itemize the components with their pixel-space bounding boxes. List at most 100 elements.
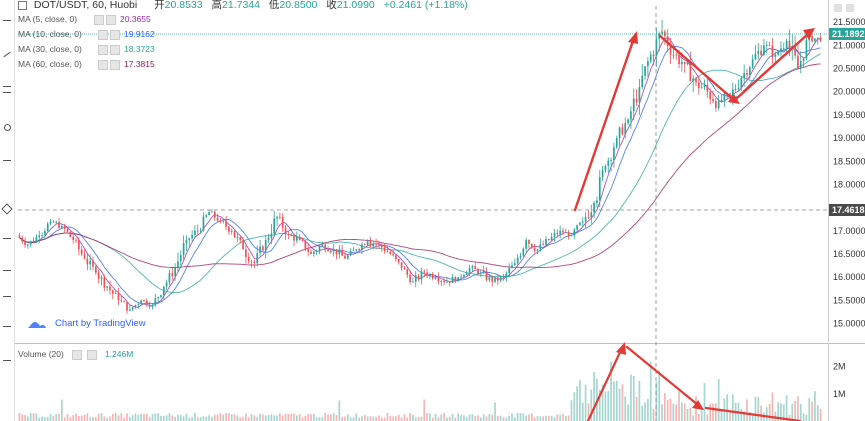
candle-body — [24, 241, 26, 246]
volume-bar — [134, 413, 137, 421]
candle-body — [624, 123, 627, 135]
candle-body — [556, 233, 559, 235]
candle-body — [75, 240, 77, 241]
arrow-head-up-2 — [803, 28, 815, 40]
volume-bar — [312, 413, 315, 421]
eye-tool-icon[interactable] — [3, 326, 11, 327]
volume-bar — [202, 416, 205, 421]
indicator-row[interactable]: MA (10, close, 0) 19.9162 — [18, 27, 168, 42]
candle-body — [434, 277, 437, 279]
volume-bar — [145, 413, 148, 421]
magnet-tool-icon[interactable] — [3, 270, 11, 271]
collapse-icon[interactable] — [18, 0, 27, 10]
indicator-close-icon[interactable] — [106, 15, 116, 25]
candle-body — [596, 200, 598, 203]
volume-bar — [814, 391, 816, 421]
candle-body — [332, 249, 335, 252]
volume-close-icon[interactable] — [86, 349, 97, 360]
volume-bar — [281, 415, 284, 421]
indicator-settings-icon[interactable] — [98, 30, 108, 40]
watermark-text: Chart by TradingView — [55, 318, 146, 329]
candle-body — [103, 277, 106, 288]
price-axis[interactable]: 21.5000 21.0000 20.5000 20.0000 19.5000 19.00… — [833, 17, 865, 328]
volume-bar — [137, 414, 140, 421]
drawing-toolbar[interactable] — [0, 0, 15, 421]
candle-body — [284, 227, 287, 235]
text-tool-icon[interactable] — [3, 160, 11, 161]
volume-bar — [97, 413, 100, 421]
volume-bar — [329, 414, 332, 421]
candle-body — [165, 282, 168, 287]
candle-body — [162, 286, 165, 296]
volume-bar — [78, 415, 80, 421]
candle-body — [386, 251, 389, 253]
last-price-badge-bg — [829, 28, 865, 40]
candle-body — [264, 240, 267, 251]
candle-body — [403, 267, 406, 270]
volume-bar — [440, 414, 443, 421]
volume-bar — [165, 415, 168, 421]
volume-bar — [553, 417, 556, 421]
candle-body — [471, 266, 474, 268]
candle-body — [675, 54, 678, 56]
volume-axis[interactable]: 2M 1M — [833, 362, 846, 399]
candle-body — [279, 216, 281, 218]
symbol-line[interactable]: DOT/USDT, 60, Huobi — [33, 0, 138, 11]
candle-body — [714, 101, 717, 108]
indicator-row[interactable]: MA (5, close, 0) 20.3655 — [18, 12, 168, 27]
volume-bar — [423, 399, 426, 421]
candle-body — [358, 249, 360, 251]
candle-body — [375, 243, 377, 245]
trash-tool-icon[interactable] — [3, 360, 11, 361]
lock-tool-icon[interactable] — [3, 296, 11, 297]
candle-body — [661, 31, 663, 34]
volume-settings-icon[interactable] — [72, 349, 83, 360]
measure-tool-icon[interactable] — [1, 203, 13, 215]
volume-legend[interactable]: Volume (20) 1.246M — [18, 349, 133, 360]
ma-60-line — [19, 63, 821, 268]
indicator-settings-icon[interactable] — [94, 15, 104, 25]
candle-body — [780, 48, 782, 52]
chart-top-icons[interactable] — [834, 4, 854, 12]
volume-bar — [729, 412, 731, 421]
volume-bar — [341, 416, 343, 421]
candle-body — [754, 53, 757, 60]
candle-body — [630, 111, 632, 120]
volume-bar — [746, 399, 748, 421]
indicator-close-icon[interactable] — [110, 60, 120, 70]
indicator-row[interactable]: MA (60, close, 0) 17.3815 — [18, 57, 168, 72]
volume-bar — [675, 404, 678, 421]
fib-tool-icon[interactable] — [3, 86, 11, 93]
tradingview-watermark[interactable]: Chart by TradingView — [28, 318, 146, 329]
zoom-tool-icon[interactable] — [3, 238, 11, 239]
candle-body — [58, 222, 60, 228]
candle-body — [21, 237, 24, 242]
indicator-close-icon[interactable] — [110, 30, 120, 40]
indicator-settings-icon[interactable] — [98, 60, 108, 70]
volume-bar — [604, 391, 607, 421]
chart-fullscreen-icon[interactable] — [846, 4, 854, 12]
chart-settings-icon[interactable] — [834, 4, 842, 12]
indicator-settings-icon[interactable] — [98, 45, 108, 55]
pattern-tool-icon[interactable] — [4, 124, 11, 131]
indicator-value: 18.3723 — [124, 44, 155, 54]
indicator-close-icon[interactable] — [110, 45, 120, 55]
candle-body — [233, 230, 236, 238]
candle-body — [366, 240, 369, 246]
trendline-tool-icon[interactable] — [3, 51, 11, 58]
volume-bar — [480, 417, 482, 421]
candle-body — [341, 249, 343, 256]
candle-body — [692, 78, 695, 82]
candle-body — [151, 304, 154, 307]
candle-body — [128, 309, 131, 311]
price-tick-label: 18.0000 — [833, 179, 865, 189]
volume-bar — [477, 415, 479, 421]
indicator-row[interactable]: MA (30, close, 0) 18.3723 — [18, 42, 168, 57]
volume-bar — [598, 389, 601, 421]
crosshair-tool-icon[interactable] — [3, 20, 11, 21]
volume-bar — [579, 380, 581, 421]
volume-bar — [103, 416, 106, 421]
volume-bar — [182, 416, 185, 421]
candle-body — [429, 274, 431, 276]
